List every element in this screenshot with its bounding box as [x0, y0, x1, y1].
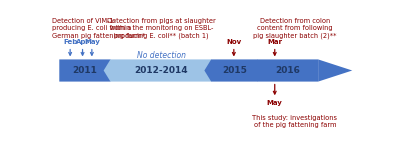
Text: Apr: Apr	[76, 39, 90, 45]
Text: May: May	[267, 101, 283, 106]
Text: Detection from pigs at slaughter
within the monitoring on ESBL-
producing E. col: Detection from pigs at slaughter within …	[107, 18, 216, 39]
Text: Detection of VIM-1-
producing E. coli from a
German pig fattening farm*: Detection of VIM-1- producing E. coli fr…	[52, 18, 144, 39]
Polygon shape	[318, 59, 352, 82]
Polygon shape	[59, 59, 117, 82]
Polygon shape	[251, 59, 318, 82]
Text: 2015: 2015	[222, 66, 247, 75]
Text: Mar: Mar	[267, 39, 282, 45]
Text: Feb: Feb	[63, 39, 77, 45]
Text: Nov: Nov	[226, 39, 242, 45]
Text: 2011: 2011	[72, 66, 97, 75]
Text: No detection: No detection	[137, 51, 186, 60]
Polygon shape	[104, 59, 218, 82]
Text: 2016: 2016	[276, 66, 300, 75]
Text: This study: investigations
of the pig fattening farm: This study: investigations of the pig fa…	[252, 115, 337, 128]
Text: Detection from colon
content from following
pig slaughter batch (2)**: Detection from colon content from follow…	[253, 18, 337, 39]
Text: 2012-2014: 2012-2014	[134, 66, 188, 75]
Polygon shape	[204, 59, 264, 82]
Text: May: May	[84, 39, 100, 45]
